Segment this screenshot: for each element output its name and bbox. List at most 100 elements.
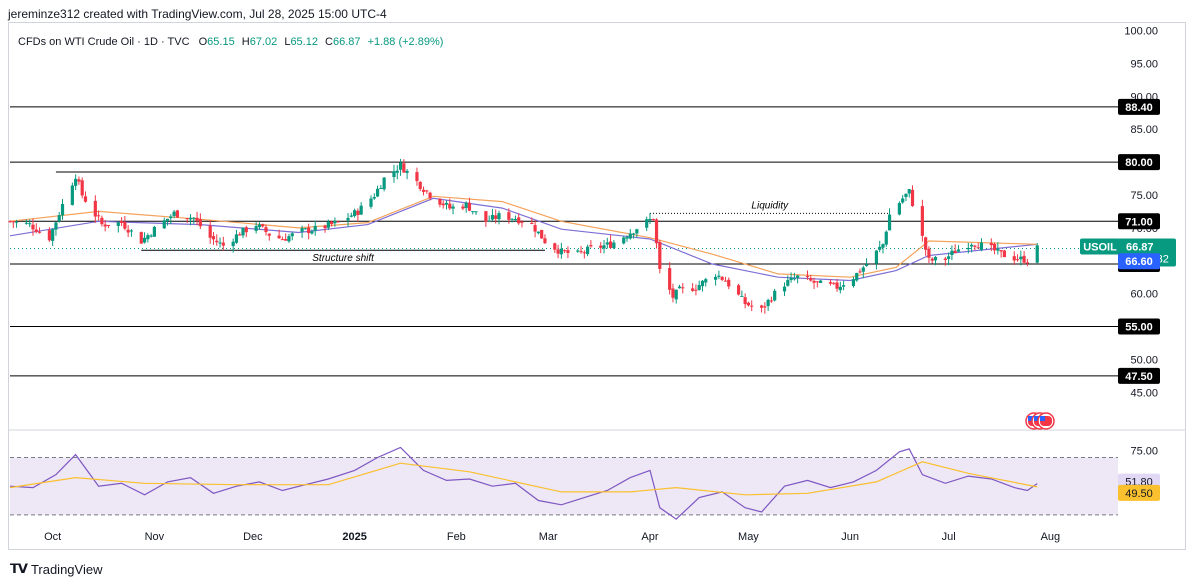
level-tag-label: 47.50 [1125, 371, 1153, 383]
candle-body [438, 198, 442, 205]
annotation-label: Liquidity [751, 200, 789, 211]
candle [602, 240, 606, 254]
candle-body [14, 221, 19, 223]
candle-body [307, 227, 311, 234]
time-tick-label: Oct [44, 531, 61, 543]
economic-events[interactable] [1025, 412, 1055, 430]
candle [415, 167, 419, 186]
candle-body [645, 219, 649, 228]
candle-body [287, 236, 291, 242]
candle [950, 245, 954, 261]
candle [759, 304, 764, 313]
candle-body [494, 215, 498, 219]
structure-lines: Liquidity Structure shift [10, 171, 1118, 264]
candle [149, 234, 153, 238]
candle [989, 238, 993, 252]
candle-body [625, 237, 629, 239]
candle [782, 282, 787, 297]
candle [700, 279, 705, 292]
candle-body [773, 290, 777, 301]
symbol-legend[interactable]: CFDs on WTI Crude Oil · 1D · TVC O65.15 … [18, 36, 443, 48]
candle [556, 244, 560, 259]
candle-body [47, 230, 51, 241]
author-line: jereminze312 created with TradingView.co… [8, 7, 387, 21]
candle [881, 243, 885, 254]
candle [172, 209, 176, 219]
price-tick-label: 45.00 [1130, 387, 1158, 399]
moving-average-line [9, 195, 1038, 278]
footer-brand: TradingView [30, 561, 103, 577]
candle-body [37, 231, 42, 233]
candle [142, 232, 147, 244]
low-label: L [284, 36, 291, 48]
candle [792, 272, 796, 281]
candle [123, 216, 127, 231]
candle [441, 200, 445, 209]
candle-body [261, 224, 265, 227]
candle [576, 248, 580, 253]
candle [910, 185, 915, 207]
time-tick-label: Aug [1041, 531, 1061, 543]
candle [402, 159, 406, 173]
high-label: H [241, 36, 250, 48]
rsi-value-tag-box [1118, 484, 1160, 501]
candle-body [1002, 250, 1007, 258]
candle-body [300, 228, 304, 232]
candle-body [425, 190, 429, 192]
candle-body [930, 258, 934, 261]
candle-body [887, 214, 892, 231]
candle-body [1015, 259, 1020, 261]
candle-body [694, 289, 698, 291]
candle [838, 281, 842, 294]
candle [582, 250, 586, 259]
candle-body [671, 288, 675, 298]
candle-body [467, 202, 472, 211]
candle-body [1012, 256, 1016, 261]
candle-body [884, 231, 888, 245]
candle-body [838, 286, 842, 291]
candle [717, 270, 721, 280]
time-tick-label: May [738, 531, 759, 543]
footer[interactable]: 𝗧𝗩 TradingView [10, 561, 102, 577]
candle [494, 209, 498, 224]
candle [336, 220, 340, 223]
candle [786, 275, 790, 287]
candle-body [700, 280, 705, 287]
candle-body [842, 285, 846, 287]
candle-body [169, 216, 173, 219]
candle-body [697, 285, 701, 290]
candle-body [976, 247, 980, 249]
candle-body [116, 222, 120, 226]
candle-body [920, 206, 924, 236]
candle [897, 201, 901, 216]
candle-body [543, 238, 547, 244]
candle [215, 234, 219, 246]
candle [287, 233, 291, 243]
candle-body [743, 297, 747, 305]
candle-body [119, 221, 124, 223]
price-tick-label: 100.00 [1124, 26, 1158, 38]
candle-body [835, 282, 839, 289]
candle [608, 234, 613, 249]
candle [303, 227, 307, 230]
candle [290, 231, 294, 241]
candle-body [746, 302, 751, 306]
candle [625, 235, 629, 242]
candle-body [93, 200, 97, 217]
candle-body [809, 277, 813, 281]
candle-body [750, 305, 754, 307]
candle-body [763, 306, 767, 308]
time-tick-label: Mar [539, 531, 558, 543]
candle-body [103, 224, 107, 227]
candle-body [152, 226, 157, 237]
candle [1035, 242, 1039, 264]
candle-body [635, 229, 639, 234]
candle [953, 244, 957, 254]
candle [930, 257, 934, 264]
candle-body [97, 215, 101, 217]
candle [1022, 250, 1026, 265]
candle-body [740, 295, 744, 297]
candle [333, 217, 337, 227]
candle [307, 223, 311, 240]
